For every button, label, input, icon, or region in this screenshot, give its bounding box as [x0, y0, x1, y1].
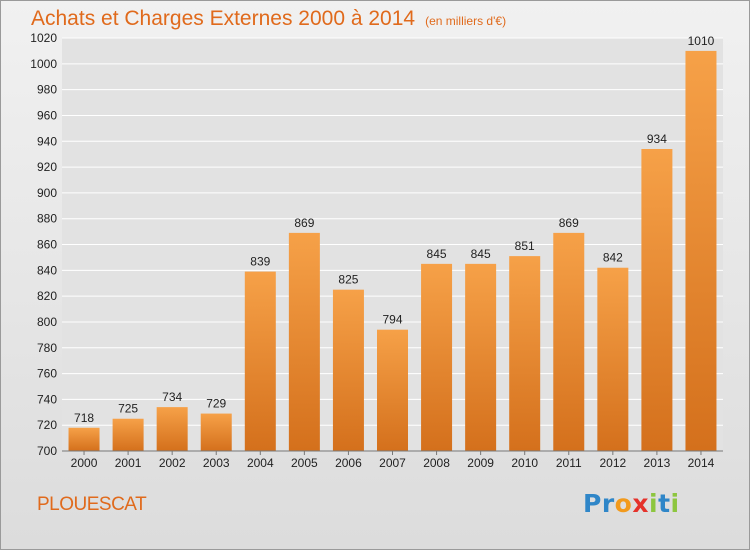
- data-label: 851: [515, 239, 535, 253]
- x-tick-label: 2007: [379, 456, 406, 470]
- brand-letter: P: [583, 489, 602, 518]
- data-label: 934: [647, 132, 667, 146]
- data-label: 839: [250, 255, 270, 269]
- brand-letter: r: [601, 489, 615, 518]
- y-tick-label: 960: [37, 108, 57, 122]
- bar: [200, 413, 232, 451]
- y-tick-label: 920: [37, 160, 57, 174]
- x-tick-label: 2003: [203, 456, 230, 470]
- data-label: 869: [559, 216, 579, 230]
- brand-letter: x: [632, 489, 649, 518]
- x-tick-label: 2001: [115, 456, 142, 470]
- brand-letter: i: [670, 489, 680, 518]
- brand-letter: t: [658, 489, 671, 518]
- data-label: 845: [471, 247, 491, 261]
- y-tick-label: 740: [37, 392, 57, 406]
- y-tick-label: 940: [37, 134, 57, 148]
- y-tick-label: 1000: [30, 57, 57, 71]
- bar: [641, 148, 673, 451]
- bar: [288, 232, 320, 451]
- y-tick-label: 900: [37, 186, 57, 200]
- x-tick-label: 2006: [335, 456, 362, 470]
- x-tick-label: 2012: [599, 456, 626, 470]
- data-label: 794: [382, 313, 402, 327]
- data-label: 842: [603, 251, 623, 265]
- data-label: 734: [162, 390, 182, 404]
- data-label: 1010: [688, 34, 715, 48]
- bar: [421, 263, 453, 451]
- bar: [112, 418, 144, 451]
- data-label: 845: [427, 247, 447, 261]
- bar: [597, 267, 629, 451]
- bar: [553, 232, 585, 451]
- x-tick-label: 2014: [688, 456, 715, 470]
- y-tick-label: 800: [37, 315, 57, 329]
- title-line: Achats et Charges Externes 2000 à 2014 (e…: [31, 7, 506, 31]
- x-tick-label: 2004: [247, 456, 274, 470]
- bar: [68, 427, 100, 451]
- brand-logo: Proxiti: [583, 489, 680, 518]
- y-tick-label: 700: [37, 444, 57, 458]
- location-label: PLOUESCAT: [37, 494, 147, 515]
- x-tick-label: 2000: [71, 456, 98, 470]
- data-label: 729: [206, 397, 226, 411]
- y-tick-label: 880: [37, 212, 57, 226]
- brand-letter: o: [614, 489, 633, 518]
- brand-letter: i: [649, 489, 659, 518]
- y-tick-label: 980: [37, 83, 57, 97]
- data-labels: 718 725 734 729 839 869 825 794 845 845 851 869 842 9…: [74, 34, 715, 425]
- x-tick-label: 2009: [467, 456, 494, 470]
- y-axis-ticks: 700 720 740 760 780 800 820 840 860 880 900 920 940 9…: [30, 31, 57, 458]
- y-tick-label: 860: [37, 238, 57, 252]
- x-tick-label: 2002: [159, 456, 186, 470]
- chart-title: Achats et Charges Externes 2000 à 2014: [31, 7, 416, 30]
- data-label: 718: [74, 411, 94, 425]
- bar: [377, 329, 408, 451]
- x-tick-label: 2013: [644, 456, 671, 470]
- x-tick-label: 2005: [291, 456, 318, 470]
- bar: [332, 289, 364, 451]
- x-tick-label: 2011: [556, 456, 582, 470]
- bar: [244, 271, 276, 451]
- data-label: 825: [338, 273, 358, 287]
- x-tick-label: 2008: [423, 456, 450, 470]
- y-tick-label: 720: [37, 418, 57, 432]
- y-tick-label: 840: [37, 263, 57, 277]
- bar: [156, 407, 188, 451]
- y-tick-label: 1020: [30, 31, 57, 45]
- bar: [509, 256, 541, 451]
- chart-unit-note: (en milliers d'€): [425, 14, 507, 28]
- x-tick-label: 2010: [511, 456, 538, 470]
- y-tick-label: 780: [37, 341, 57, 355]
- data-label: 869: [294, 216, 314, 230]
- x-axis-ticks: 2000 2001 2002 2003 2004 2005 2006 2007 2008 2009…: [71, 451, 715, 470]
- y-tick-label: 820: [37, 289, 57, 303]
- bars: [68, 50, 717, 451]
- bar: [685, 50, 717, 451]
- bar: [465, 263, 497, 451]
- y-tick-label: 760: [37, 367, 57, 381]
- data-label: 725: [118, 402, 138, 416]
